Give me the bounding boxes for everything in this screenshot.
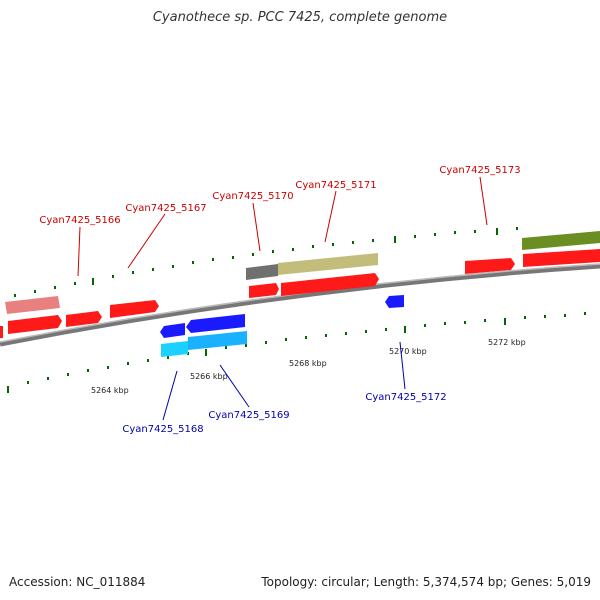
gene-arrow [161, 341, 188, 357]
gene-label: Cyan7425_5166 [39, 215, 120, 226]
scale-label: 5270 kbp [389, 347, 427, 356]
gene-label: Cyan7425_5169 [208, 410, 289, 421]
gene-label: Cyan7425_5170 [212, 191, 293, 202]
scale-label: 5264 kbp [91, 386, 129, 395]
scale-label: 5272 kbp [488, 338, 526, 347]
reverse-gene-track [160, 295, 404, 357]
genome-summary: Topology: circular; Length: 5,374,574 bp… [261, 575, 591, 589]
gene-feature [246, 264, 278, 280]
genome-backbone [0, 263, 600, 347]
gene-label: Cyan7425_5171 [295, 180, 376, 191]
leader-line [324, 190, 337, 243]
upper-feature-track [246, 231, 600, 280]
gene-label: Cyan7425_5173 [439, 165, 520, 176]
gene-arrow [281, 273, 379, 296]
gene-feature [522, 231, 600, 250]
upper-tick-row [14, 227, 518, 297]
leader-line [162, 370, 178, 421]
gene-arrow [249, 283, 279, 298]
accession-label: Accession: NC_011884 [9, 575, 146, 589]
gene-arrow [8, 315, 62, 334]
gene-arrow [5, 296, 60, 314]
leader-line [252, 202, 261, 252]
gene-arrow [523, 249, 600, 267]
gene-arrow [110, 300, 159, 318]
gene-arrow [160, 323, 185, 338]
gene-arrow [188, 331, 247, 350]
leader-line [219, 364, 250, 408]
lower-tick-row [7, 312, 586, 393]
gene-arrow [66, 311, 102, 327]
scale-label: 5266 kbp [190, 372, 228, 381]
leader-line [77, 226, 81, 277]
gene-label: Cyan7425_5172 [365, 392, 446, 403]
gene-arrow [0, 326, 3, 338]
gene-label: Cyan7425_5167 [125, 203, 206, 214]
scale-label: 5268 kbp [289, 359, 327, 368]
genome-title: Cyanothece sp. PCC 7425, complete genome [152, 10, 448, 25]
leader-line [399, 341, 406, 390]
leader-line [479, 176, 488, 226]
gene-arrow [186, 314, 245, 333]
forward-gene-track [0, 249, 600, 338]
gene-arrow [465, 258, 515, 274]
gene-arrow [385, 295, 404, 308]
leader-line [127, 213, 166, 269]
gene-feature [278, 253, 378, 275]
genome-backbone-highlight [0, 263, 600, 343]
gene-label: Cyan7425_5168 [122, 424, 203, 435]
